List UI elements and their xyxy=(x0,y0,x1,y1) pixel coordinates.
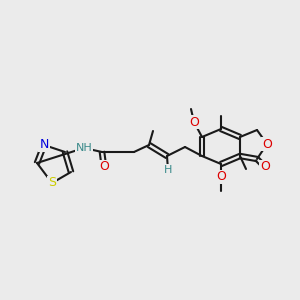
Text: N: N xyxy=(39,139,49,152)
Text: NH: NH xyxy=(76,143,92,153)
Text: O: O xyxy=(216,170,226,184)
Text: O: O xyxy=(262,137,272,151)
Text: O: O xyxy=(260,160,270,173)
Text: S: S xyxy=(48,176,56,190)
Text: H: H xyxy=(164,165,172,175)
Text: O: O xyxy=(99,160,109,173)
Text: O: O xyxy=(189,116,199,128)
